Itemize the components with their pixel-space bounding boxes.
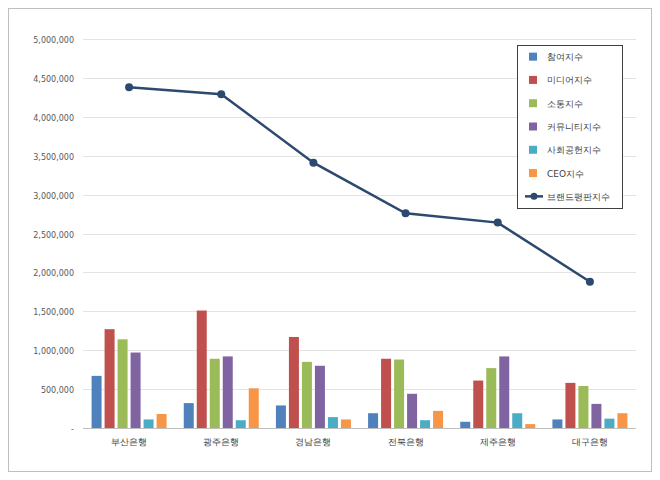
bar [197, 311, 207, 428]
bar [249, 388, 259, 428]
legend-swatch [529, 123, 537, 131]
bar [499, 356, 509, 428]
bar [565, 383, 575, 428]
bar [144, 419, 154, 428]
bar [105, 329, 115, 428]
legend-swatch [529, 53, 537, 61]
chart: - 500,000 1,000,000 1,500,000 2,000,000 2,500… [0, 0, 660, 480]
grid-line [83, 428, 636, 429]
bar [184, 403, 194, 428]
bar [223, 356, 233, 428]
y-tick-label: 3,000,000 [33, 192, 74, 201]
bar [157, 414, 167, 428]
legend-swatch [529, 76, 537, 84]
legend-label: 참여지수 [547, 52, 583, 62]
legend-label: 미디어지수 [547, 75, 592, 85]
line-marker [586, 278, 594, 286]
bar [486, 368, 496, 428]
y-tick-label: 4,500,000 [33, 75, 74, 84]
grid-line [83, 311, 636, 312]
legend-swatch [529, 146, 537, 154]
legend-box [518, 46, 623, 209]
bar [617, 413, 627, 428]
bar [131, 353, 141, 428]
bar [328, 417, 338, 428]
bar [407, 394, 417, 428]
bar [118, 339, 128, 428]
bar [525, 424, 535, 428]
legend-label: 커뮤니티지수 [547, 122, 601, 132]
legend-label: 사회공헌지수 [547, 145, 601, 155]
legend-label: 브랜드평판지수 [547, 192, 610, 202]
line-marker [402, 209, 410, 217]
legend-marker [531, 193, 538, 200]
line-marker [125, 83, 133, 91]
bar [276, 405, 286, 428]
bar [473, 381, 483, 428]
legend-label: CEO지수 [547, 169, 584, 179]
bar [512, 413, 522, 428]
bar [368, 413, 378, 428]
x-tick-label: 전북은행 [388, 437, 424, 447]
y-tick-label: 500,000 [41, 386, 74, 395]
x-tick-label: 제주은행 [480, 437, 516, 447]
chart-frame [9, 9, 652, 472]
bar [236, 420, 246, 428]
bar [302, 362, 312, 428]
y-tick-label: - [71, 425, 74, 434]
grid-line [83, 234, 636, 235]
grid-line [83, 39, 636, 40]
bar [381, 359, 391, 428]
bar [578, 386, 588, 428]
grid-line [83, 272, 636, 273]
bar [210, 359, 220, 428]
bar [420, 420, 430, 428]
legend-label: 소통지수 [547, 99, 583, 109]
bar [552, 419, 562, 428]
line-marker [309, 159, 317, 167]
bar [460, 422, 470, 428]
bar [341, 419, 351, 428]
bar [315, 366, 325, 428]
bar [433, 411, 443, 428]
line-marker [494, 219, 502, 227]
y-tick-label: 1,000,000 [33, 347, 74, 356]
x-tick-label: 부산은행 [111, 437, 147, 447]
y-tick-label: 1,500,000 [33, 308, 74, 317]
bar [604, 419, 614, 428]
y-tick-label: 2,000,000 [33, 269, 74, 278]
y-tick-label: 2,500,000 [33, 231, 74, 240]
x-tick-label: 대구은행 [572, 437, 608, 447]
grid-line [83, 389, 636, 390]
x-tick-label: 광주은행 [203, 437, 239, 447]
bar [92, 376, 102, 428]
legend-swatch [529, 169, 537, 177]
line-marker [217, 90, 225, 98]
y-tick-label: 3,500,000 [33, 153, 74, 162]
x-tick-label: 경남은행 [295, 437, 331, 447]
bar [289, 337, 299, 428]
y-tick-label: 5,000,000 [33, 36, 74, 45]
grid-line [83, 350, 636, 351]
y-tick-label: 4,000,000 [33, 114, 74, 123]
legend-swatch [529, 99, 537, 107]
bar [394, 360, 404, 428]
bar [591, 404, 601, 428]
